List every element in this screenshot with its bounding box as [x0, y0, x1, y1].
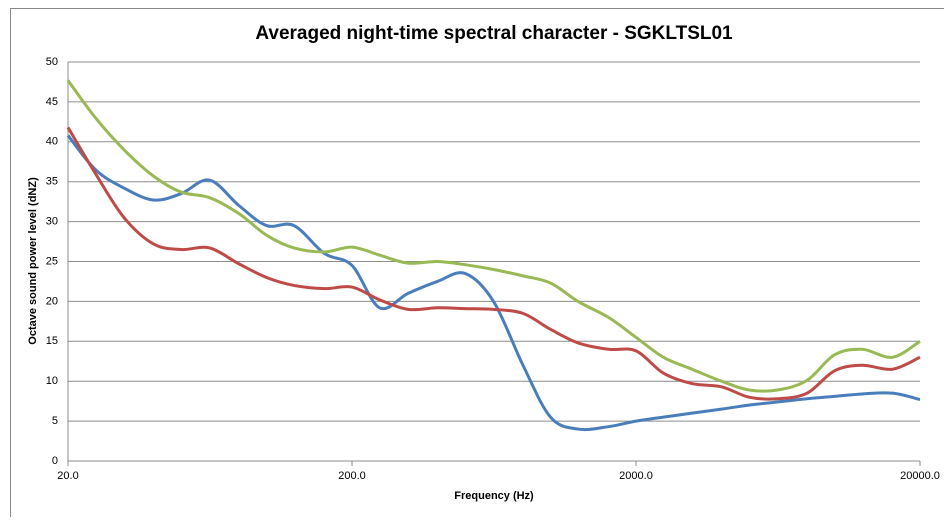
- x-tick-label: 20.0: [57, 470, 78, 482]
- y-tick-label: 35: [46, 176, 58, 188]
- y-tick-label: 10: [46, 375, 58, 387]
- y-tick-label: 50: [46, 56, 58, 68]
- y-axis-label: Octave sound power level (dNZ): [27, 177, 39, 345]
- x-axis-label: Frequency (Hz): [454, 490, 534, 502]
- x-tick-label: 20000.0: [900, 470, 940, 482]
- y-tick-label: 20: [46, 295, 58, 307]
- y-tick-label: 40: [46, 136, 58, 148]
- y-tick-label: 25: [46, 255, 58, 267]
- chart-title: Averaged night-time spectral character -…: [255, 23, 733, 44]
- y-tick-label: 0: [52, 455, 58, 467]
- x-tick-label: 2000.0: [619, 470, 653, 482]
- y-tick-label: 45: [46, 96, 58, 108]
- y-tick-label: 30: [46, 216, 58, 228]
- y-tick-label: 5: [52, 415, 58, 427]
- x-tick-label: 200.0: [338, 470, 366, 482]
- y-tick-label: 15: [46, 335, 58, 347]
- chart-frame: [11, 9, 944, 518]
